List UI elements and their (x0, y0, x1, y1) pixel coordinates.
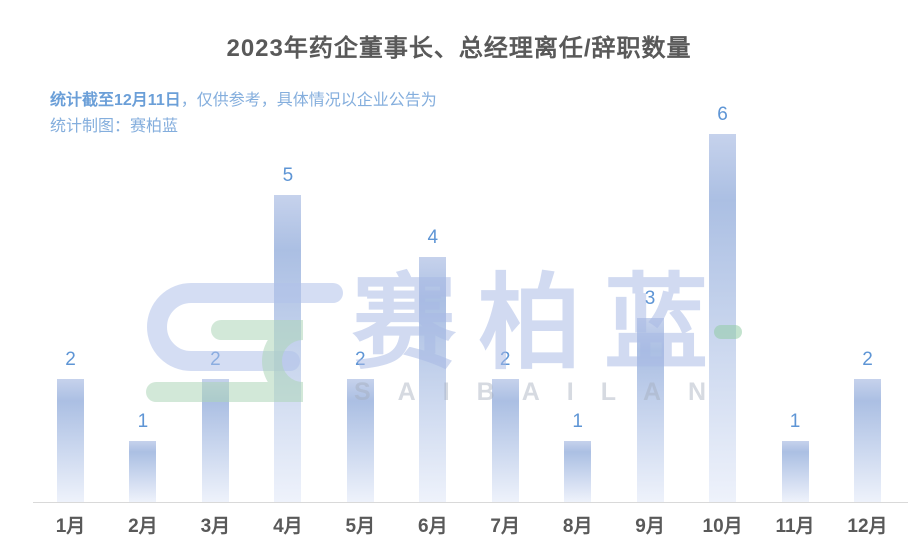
x-axis-label-8月: 8月 (562, 516, 593, 537)
bar-2月 (129, 441, 157, 502)
x-axis-label-12月: 12月 (847, 516, 888, 537)
bar-9月 (636, 318, 664, 502)
x-axis-label-10月: 10月 (702, 516, 743, 537)
chart-subtitle: 统计截至12月11日，仅供参考，具体情况以企业公告为 统计制图：赛柏蓝 (50, 88, 437, 140)
x-axis-label-4月: 4月 (273, 516, 303, 537)
value-label-6月: 4 (427, 227, 439, 248)
x-axis-label-11月: 11月 (775, 516, 815, 537)
x-axis-label-3月: 3月 (200, 516, 231, 537)
x-axis-label-9月: 9月 (635, 516, 665, 537)
subtitle-line2: 统计制图：赛柏蓝 (50, 118, 179, 135)
subtitle-cutoff-date: 统计截至12月11日 (50, 92, 181, 109)
bar-10月 (709, 134, 737, 502)
value-label-2月: 1 (137, 411, 149, 432)
value-label-12月: 2 (862, 349, 873, 370)
value-label-10月: 6 (717, 104, 728, 125)
x-axis-label-1月: 1月 (55, 516, 86, 537)
x-axis-label-2月: 2月 (128, 516, 158, 537)
value-label-3月: 2 (210, 349, 221, 370)
value-label-7月: 2 (499, 349, 511, 370)
subtitle-line1: 统计截至12月11日，仅供参考，具体情况以企业公告为 (50, 88, 437, 114)
x-axis-line (33, 502, 908, 503)
x-axis-label-5月: 5月 (345, 516, 376, 537)
value-label-11月: 1 (789, 411, 801, 432)
x-axis-label-6月: 6月 (418, 516, 448, 537)
value-label-5月: 2 (355, 349, 366, 370)
bar-5月 (346, 379, 374, 502)
bar-11月 (781, 441, 809, 502)
value-label-9月: 3 (644, 288, 656, 309)
bar-4月 (274, 195, 302, 502)
value-label-4月: 5 (282, 165, 294, 186)
bar-1月 (57, 379, 84, 502)
value-label-8月: 1 (572, 411, 583, 432)
bar-6月 (419, 257, 447, 502)
x-axis-label-7月: 7月 (490, 516, 520, 537)
bar-8月 (564, 441, 592, 502)
bar-12月 (854, 379, 881, 502)
page-title: 2023年药企董事长、总经理离任/辞职数量 (226, 35, 692, 62)
bar-7月 (491, 379, 519, 502)
subtitle-disclaimer: ，仅供参考，具体情况以企业公告为 (180, 92, 437, 109)
value-label-1月: 2 (65, 349, 76, 370)
bar-3月 (201, 379, 229, 502)
